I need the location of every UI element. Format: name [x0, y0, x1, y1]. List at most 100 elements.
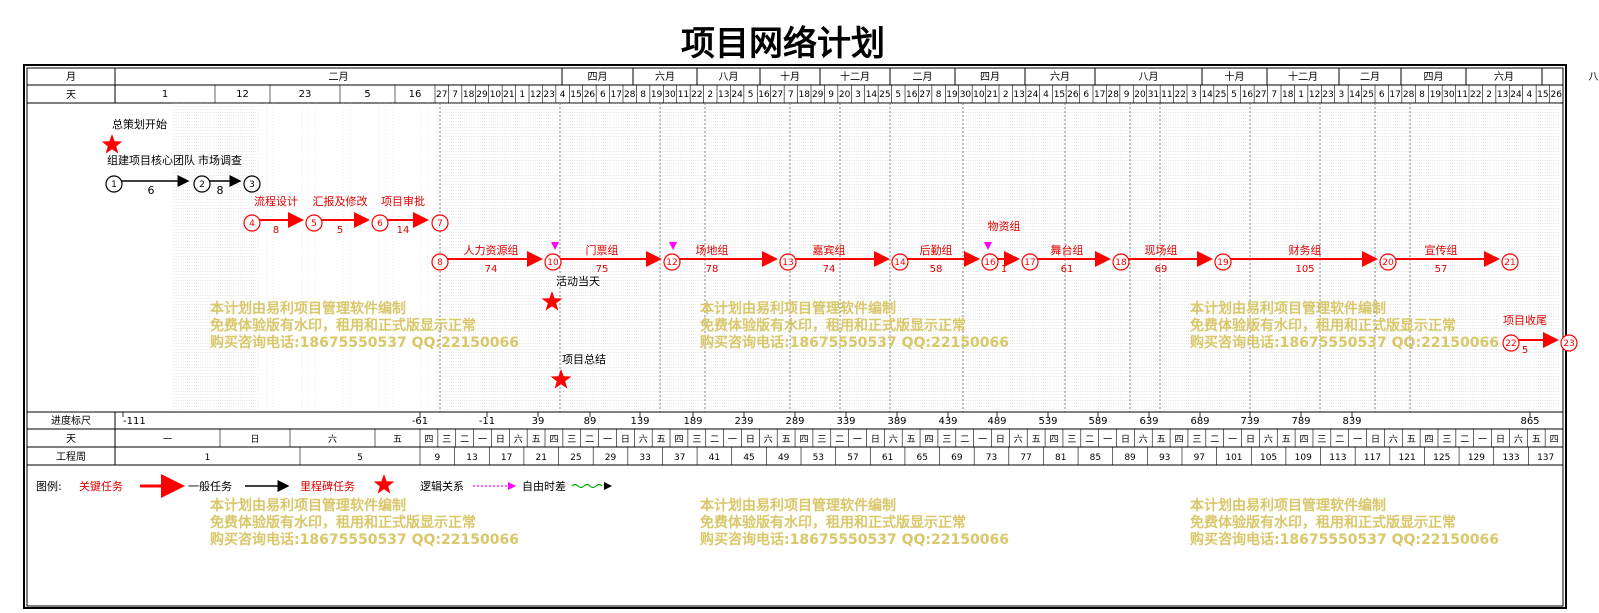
day-cell: 12 [1309, 90, 1320, 100]
day-cell: 24 [1027, 90, 1039, 100]
weekday-cell: 二 [460, 435, 469, 445]
month-cell: 十月 [780, 70, 800, 83]
node: 14 [891, 253, 909, 271]
watermark-line1: 本计划由易利项目管理软件编制 [1190, 300, 1386, 317]
task-label-material: 物资组 [988, 219, 1021, 233]
svg-text:10: 10 [547, 258, 559, 268]
day-cell: 17 [1094, 90, 1105, 100]
week-cell: 29 [605, 453, 617, 463]
node: 8 [431, 253, 449, 271]
week-cell: 117 [1364, 453, 1381, 463]
day-cell: 3 [855, 90, 861, 100]
week-cell: 77 [1020, 453, 1031, 463]
day-cell: 9 [828, 90, 834, 100]
weekday-cell: 一 [1228, 435, 1237, 445]
day-cell: 28 [1107, 90, 1119, 100]
day-cells: 1 12 23 5 16 27 7 18 29 10 21 1 12 23 4 15 26 6 17 28 8 19 30 1… [162, 85, 1564, 103]
weekday-cell: 五 [907, 435, 916, 445]
month-cell: 四月 [588, 71, 608, 83]
day-cell: 31 [1148, 90, 1159, 100]
weekday-cell: 五 [1157, 435, 1166, 445]
task-label-guest: 嘉宾组 [813, 243, 846, 257]
task-label-flow: 流程设计 [254, 194, 298, 208]
weekday-cell: 二 [1085, 435, 1094, 445]
weekday-cell: 三 [692, 435, 701, 445]
day-cell: 16 [409, 89, 422, 100]
logic-marker-3 [984, 242, 992, 250]
scale-value: 639 [1139, 416, 1158, 427]
weekday-cell: 二 [835, 435, 844, 445]
weekday-cell: 四 [1300, 435, 1309, 445]
node: 7 [431, 214, 449, 232]
week-cell: 133 [1502, 453, 1519, 463]
day-cell: 13 [1497, 90, 1508, 100]
day-cell: 30 [1443, 90, 1455, 100]
watermark-block-3: 本计划由易利项目管理软件编制 免费体验版有水印，租用和正式版显示正常 购买咨询电… [1190, 300, 1499, 351]
task-label-publicity: 宣传组 [1425, 243, 1458, 257]
week-cell: 81 [1055, 453, 1066, 463]
svg-text:6: 6 [377, 219, 383, 229]
day-cell: 25 [1215, 90, 1226, 100]
day-cell: 14 [866, 90, 878, 100]
day-cell: 18 [1282, 90, 1294, 100]
weekday-cell: 一 [1103, 435, 1112, 445]
day-cell: 12 [236, 89, 249, 100]
svg-text:3: 3 [249, 180, 255, 190]
watermark-line3: 购买咨询电话:18675550537 QQ:22150066 [210, 531, 519, 548]
week-cell: 13 [466, 453, 477, 463]
task-duration-close: 5 [1522, 345, 1528, 356]
day-cell: 27 [436, 90, 447, 100]
weekday-cell: 四 [1175, 435, 1184, 445]
day-cell: 18 [799, 90, 811, 100]
day-cell: 22 [691, 90, 702, 100]
scale-value: 439 [938, 416, 957, 427]
day-cell: 22 [1175, 90, 1186, 100]
task-duration-report: 5 [337, 225, 343, 236]
node: 21 [1501, 253, 1519, 271]
task-label-stage: 舞台组 [1051, 243, 1084, 257]
day-cell: 6 [1379, 90, 1385, 100]
week-cell: 9 [434, 453, 440, 463]
day-cell: 23 [543, 90, 554, 100]
weekday-cell: 二 [585, 435, 594, 445]
week-cell: 125 [1433, 453, 1450, 463]
day-cell: 7 [452, 90, 458, 100]
week-cell: 65 [917, 453, 928, 463]
svg-text:18: 18 [1115, 258, 1127, 268]
legend: 图例: 关键任务 一般任务 里程碑任务 逻辑关系 自由时差 [36, 474, 612, 498]
node: 13 [779, 253, 797, 271]
task-label-logistics: 后勤组 [920, 243, 953, 257]
month-cell: 八月 [719, 71, 739, 83]
day-cell: 1 [519, 90, 525, 100]
weekday-cell: 日 [746, 434, 755, 445]
svg-text:20: 20 [1382, 258, 1394, 268]
watermark-line1: 本计划由易利项目管理软件编制 [210, 300, 406, 317]
day-cell: 8 [936, 90, 942, 100]
node: 6 [371, 214, 389, 232]
week-cell: 113 [1329, 453, 1346, 463]
weekday-cell: 五 [393, 435, 402, 445]
scale-value: 239 [734, 416, 753, 427]
milestone-label-summary: 项目总结 [562, 352, 606, 366]
weekday-cell: 一 [1478, 435, 1487, 445]
week-cell: 57 [847, 453, 858, 463]
weekday-cell: 日 [1246, 434, 1255, 445]
day-cell: 23 [299, 89, 312, 100]
day-cell: 4 [1043, 90, 1049, 100]
weekday-cell: 六 [639, 433, 648, 445]
node: 20 [1379, 253, 1397, 271]
weekday-cell: 四 [1050, 435, 1059, 445]
month-cell: 四月 [980, 71, 1000, 83]
watermark-line2: 免费体验版有水印，租用和正式版显示正常 [210, 317, 476, 334]
svg-text:13: 13 [782, 258, 793, 268]
weekday-cell: 三 [1317, 435, 1326, 445]
task-duration-finance: 105 [1295, 264, 1314, 275]
svg-text:14: 14 [894, 258, 906, 268]
weekday-cell: 六 [1139, 433, 1148, 445]
month-cell: 八月 [1139, 71, 1159, 83]
weekday-cell: 日 [1496, 434, 1505, 445]
week-cell: 61 [882, 453, 893, 463]
day-cell: 2 [1003, 90, 1009, 100]
day-cell: 16 [906, 90, 918, 100]
day-cell: 23 [1322, 90, 1333, 100]
